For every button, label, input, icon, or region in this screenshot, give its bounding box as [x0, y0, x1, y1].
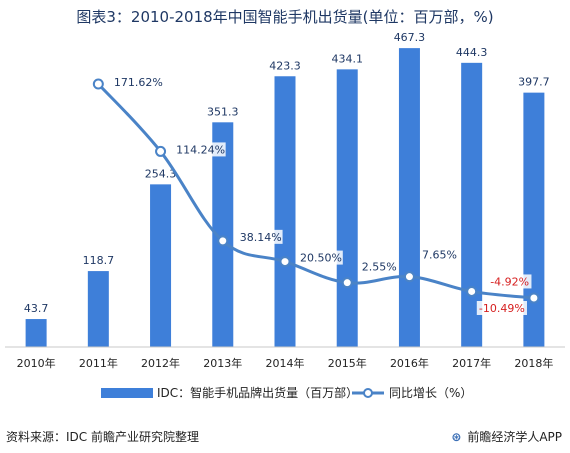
growth-point-2 [155, 145, 167, 157]
chart-title: 图表3：2010-2018年中国智能手机出货量(单位：百万部，%) [76, 8, 494, 26]
brand-label: 前瞻经济学人APP [467, 430, 562, 444]
legend-bar-label: IDC：智能手机品牌出货量（百万部） [157, 385, 358, 400]
x-tick-label-5: 2015年 [328, 356, 367, 370]
growth-label-bg-6 [420, 247, 458, 262]
growth-label-7: -4.92% [490, 275, 529, 288]
growth-label-bg-8 [476, 301, 527, 315]
brand: ⊛ 前瞻经济学人APP [451, 428, 562, 445]
bar-1 [87, 271, 109, 347]
bar-7 [461, 62, 483, 347]
bar-0 [25, 319, 47, 347]
growth-point-6 [403, 271, 415, 283]
bar-value-label-6: 467.3 [394, 31, 426, 44]
growth-label-5: 2.55% [362, 261, 397, 274]
bar-value-label-1: 118.7 [83, 254, 115, 267]
growth-label-4: 20.50% [300, 252, 342, 265]
chart-canvas: 43.7 118.7 254.3 351.3 423.3 434.1 467.3 444.3 3… [5, 31, 565, 400]
growth-point-8 [528, 292, 540, 304]
legend-line-label: 同比增长（%） [389, 386, 472, 400]
growth-label-1: 171.62% [114, 76, 163, 89]
legend: IDC：智能手机品牌出货量（百万部） 同比增长（%） [101, 385, 472, 400]
growth-label-bg-5 [360, 259, 398, 274]
bar-value-label-3: 351.3 [207, 105, 239, 118]
x-tick-labels: 2010年 2011年 2012年 2013年 2014年 2015年 2016年 2017年… [17, 356, 554, 370]
growth-point-7 [466, 285, 478, 297]
x-tick-label-6: 2016年 [390, 356, 429, 370]
bar-value-label-5: 434.1 [331, 52, 363, 65]
bar-4 [274, 76, 296, 347]
growth-label-3: 38.14% [240, 231, 282, 244]
bar-3 [212, 122, 234, 347]
bars-layer [25, 48, 545, 347]
x-tick-label-8: 2018年 [514, 356, 553, 370]
growth-label-bg-4 [299, 250, 343, 265]
legend-bar-swatch [101, 388, 153, 398]
growth-label-bg-3 [238, 229, 283, 244]
source-note: 资料来源：IDC 前瞻产业研究院整理 [6, 430, 199, 444]
growth-labels-layer: 171.62% 114.24% 38.14% 20.50% 2.55% 7.65% -4.9… [113, 75, 532, 315]
growth-point-5 [341, 277, 353, 289]
growth-label-8: -10.49% [479, 302, 525, 315]
growth-label-bg-2 [175, 142, 226, 157]
bar-labels-layer: 43.7 118.7 254.3 351.3 423.3 434.1 467.3 444.3 3… [24, 31, 550, 315]
footer: 资料来源：IDC 前瞻产业研究院整理 ⊛ 前瞻经济学人APP [0, 424, 570, 453]
x-tick-label-1: 2011年 [79, 356, 118, 370]
bar-5 [336, 69, 358, 347]
bar-value-label-4: 423.3 [269, 59, 301, 72]
bar-value-label-0: 43.7 [24, 302, 49, 315]
growth-label-2: 114.24% [176, 143, 225, 156]
bar-value-label-8: 397.7 [518, 76, 550, 89]
growth-point-1 [92, 78, 104, 90]
growth-line-layer [92, 78, 540, 304]
x-tick-label-7: 2017年 [452, 356, 491, 370]
growth-label-bg-7 [487, 274, 532, 289]
qianzhan-logo-icon: ⊛ [451, 430, 462, 444]
x-tick-label-0: 2010年 [17, 356, 56, 370]
bar-6 [398, 48, 420, 347]
x-tick-label-3: 2013年 [203, 356, 242, 370]
growth-label-bg-1 [113, 75, 164, 89]
bar-value-label-2: 254.3 [145, 167, 177, 180]
legend-line-marker [363, 388, 373, 398]
growth-point-4 [279, 256, 291, 268]
growth-point-3 [217, 235, 229, 247]
bar-value-label-7: 444.3 [456, 46, 488, 59]
growth-label-6: 7.65% [422, 249, 457, 262]
bar-2 [150, 184, 172, 347]
x-tick-label-2: 2012年 [141, 356, 180, 370]
x-tick-label-4: 2014年 [266, 356, 305, 370]
